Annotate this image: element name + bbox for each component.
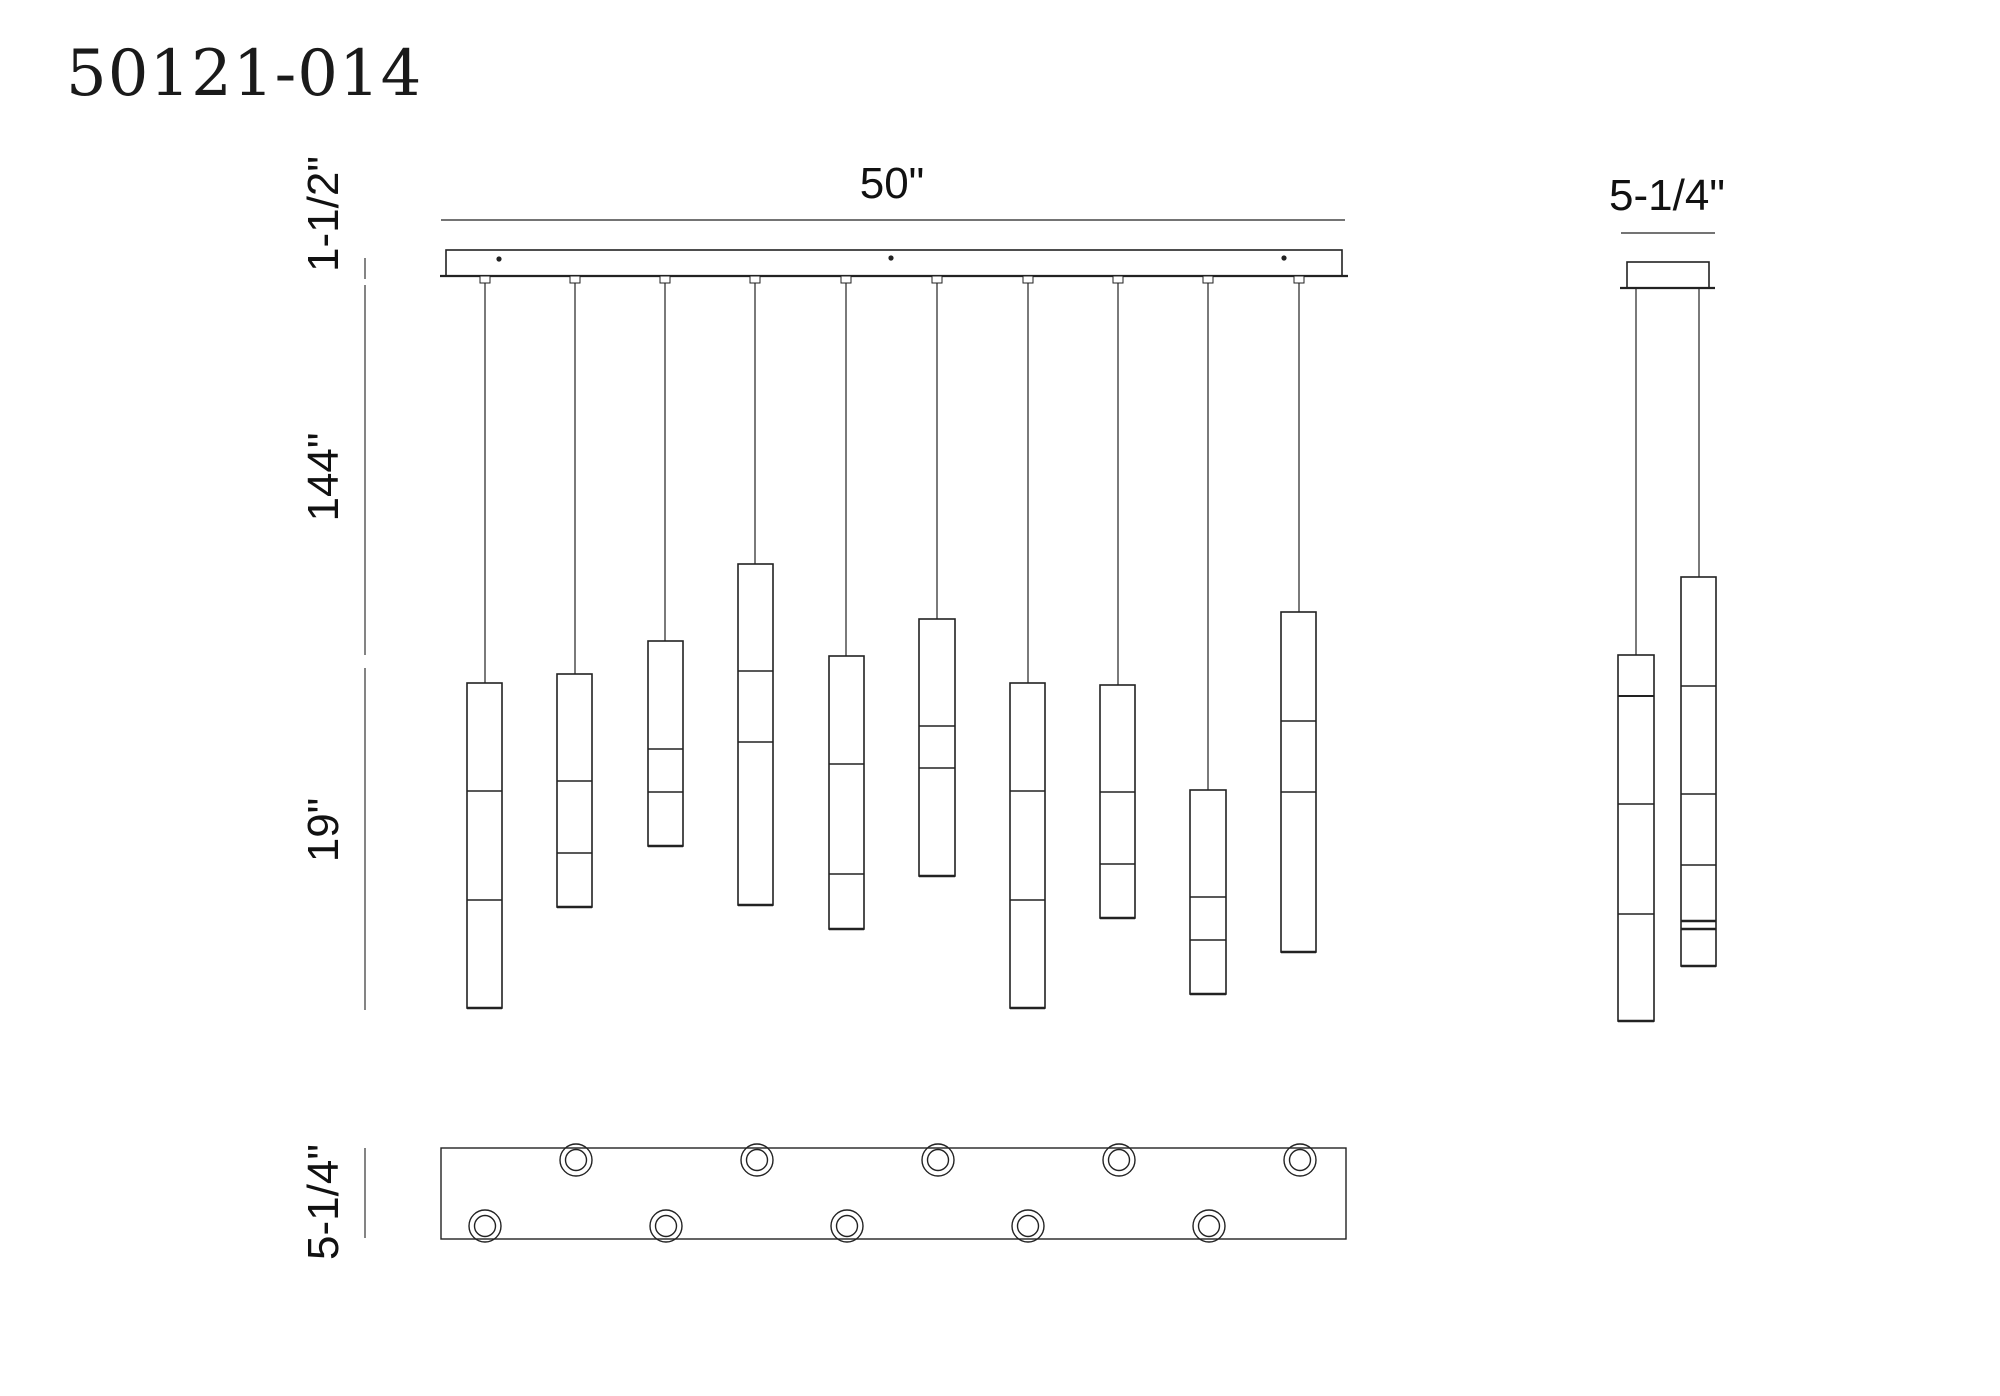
side-canopy: [1626, 261, 1710, 289]
side-view: [1617, 232, 1717, 1023]
pendant-tube: [466, 682, 503, 1009]
pendant-tube: [1280, 611, 1317, 953]
pendant-4: [737, 275, 774, 907]
pendant-7: [1009, 275, 1046, 1010]
top-view-depth-label: 5-1/4": [299, 1144, 348, 1260]
canopy-screw: [496, 256, 502, 262]
pendant-5: [828, 275, 865, 931]
pendant-tube: [1189, 789, 1227, 995]
pendant-9: [1189, 275, 1227, 996]
pendant-tube: [1099, 684, 1136, 919]
pendant-tube: [828, 655, 865, 930]
canopy-screw: [888, 255, 894, 261]
canopy-screw: [1281, 255, 1287, 261]
pendant-10: [1280, 275, 1317, 954]
pendant-height-label: 19": [299, 798, 348, 863]
overall-width-label: 50": [860, 159, 925, 208]
side-pendant-front: [1617, 654, 1655, 1022]
pendant-6: [918, 275, 956, 878]
pendant-tube: [1009, 682, 1046, 1009]
side-depth-label: 5-1/4": [1609, 171, 1725, 220]
model-number: 50121-014: [66, 37, 423, 111]
pendant-tube: [737, 563, 774, 906]
canopy-height-label: 1-1/2": [299, 156, 348, 272]
pendant-tube: [647, 640, 684, 847]
side-pendant-back: [1680, 576, 1717, 967]
pendant-1: [466, 275, 503, 1010]
top-view-sockets: [468, 1143, 1317, 1243]
front-view: [440, 219, 1348, 1010]
pendant-3: [647, 275, 684, 848]
pendant-8: [1099, 275, 1136, 920]
top-canopy: [440, 1147, 1347, 1240]
pendant-2: [556, 275, 593, 909]
cord-length-label: 144": [299, 432, 348, 521]
top-view: [440, 1143, 1347, 1243]
front-canopy: [445, 249, 1343, 277]
pendant-tube: [556, 673, 593, 908]
pendant-tube: [918, 618, 956, 877]
